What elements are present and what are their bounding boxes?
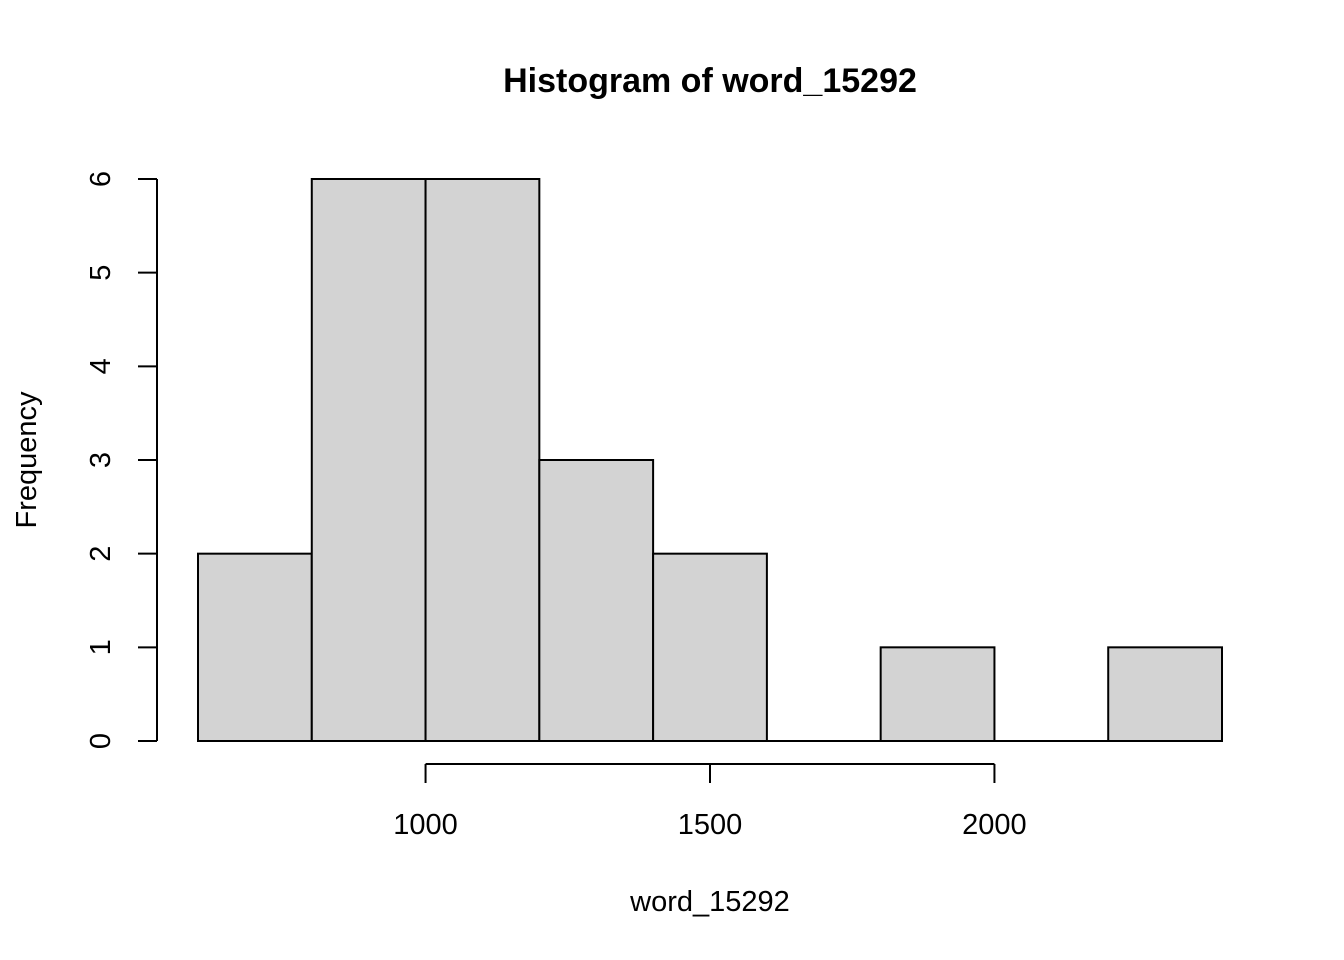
histogram-bar-8 [1107,646,1223,742]
x-axis-label: word_15292 [629,886,790,918]
x-tick-label-2: 2000 [962,809,1027,841]
y-tick-label-5: 5 [85,265,117,281]
histogram-bar-3 [538,459,655,742]
y-tick-label-4: 4 [85,358,117,374]
histogram-bar-1 [310,178,427,742]
histogram-bars [197,178,1223,743]
x-axis: 1000 1500 2000 [393,763,1027,841]
y-axis-label: Frequency [11,391,43,529]
histogram-bar-6 [879,646,996,742]
histogram-bar-4 [652,552,768,743]
y-tick-label-6: 6 [85,171,117,187]
x-tick-label-1: 1500 [678,809,743,841]
chart-title: Histogram of word_15292 [503,62,917,100]
y-tick-label-3: 3 [85,452,117,468]
y-axis: 0 1 2 3 4 5 6 [85,171,158,749]
histogram-bar-2 [424,178,541,742]
histogram-bar-0 [197,552,313,743]
y-tick-label-2: 2 [85,546,117,562]
y-tick-label-1: 1 [85,639,117,655]
y-tick-label-0: 0 [85,733,117,749]
x-tick-label-0: 1000 [393,809,458,841]
